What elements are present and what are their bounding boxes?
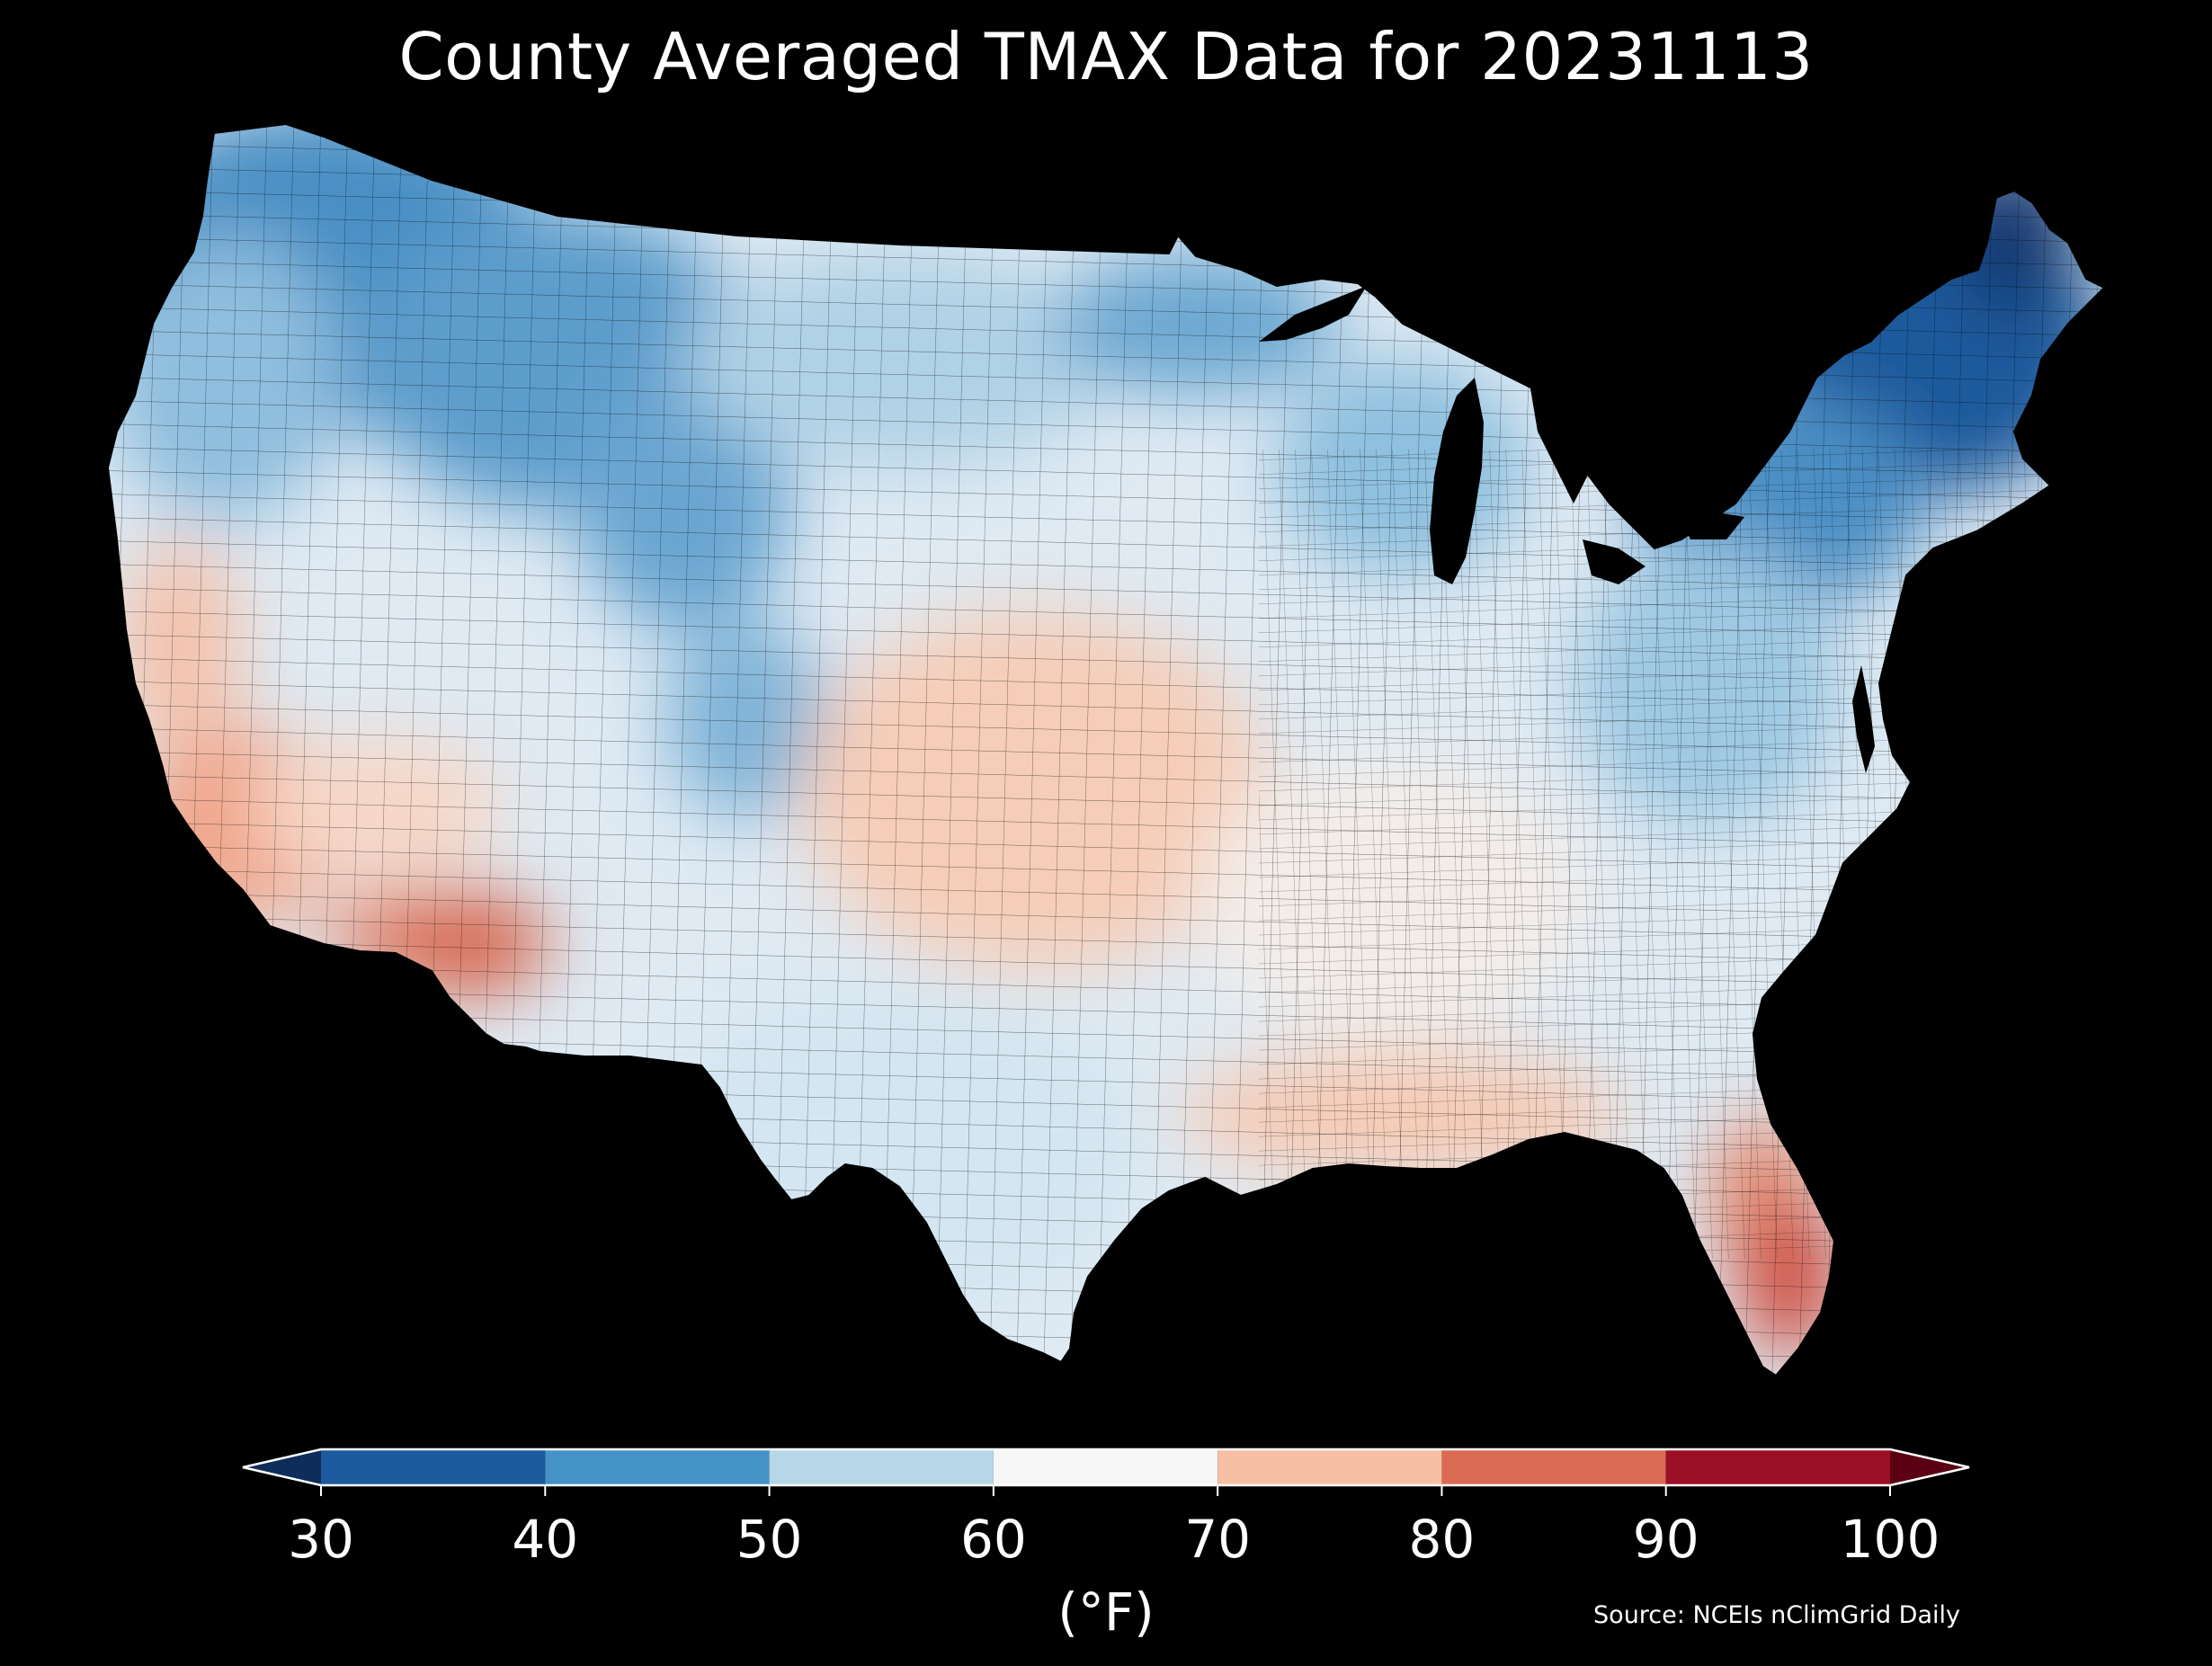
source-note: Source: NCEIs nClimGrid Daily bbox=[1593, 1601, 1960, 1629]
colorbar-bin-0 bbox=[321, 1449, 546, 1485]
colorbar-bin-5 bbox=[1441, 1449, 1666, 1485]
colorbar-units-label: (°F) bbox=[1057, 1581, 1155, 1643]
colorbar-tick-label: 70 bbox=[1184, 1509, 1252, 1570]
us-outline bbox=[106, 122, 2106, 1377]
colorbar-tick-label: 60 bbox=[959, 1509, 1027, 1570]
colorbar-tick-label: 90 bbox=[1632, 1509, 1699, 1570]
colorbar-bin-1 bbox=[545, 1449, 770, 1485]
page-title: County Averaged TMAX Data for 20231113 bbox=[398, 19, 1814, 94]
colorbar-tick-label: 100 bbox=[1840, 1509, 1940, 1570]
colorbar-tick-label: 50 bbox=[736, 1509, 803, 1570]
colorbar-bin-2 bbox=[769, 1449, 994, 1485]
colorbar-extend-high bbox=[1890, 1449, 1969, 1485]
colorbar-tick-label: 40 bbox=[512, 1509, 579, 1570]
colorbar-tick-label: 30 bbox=[288, 1509, 354, 1570]
colorbar-extend-low bbox=[243, 1449, 321, 1485]
colorbar-bin-6 bbox=[1665, 1449, 1890, 1485]
great-lakes bbox=[1259, 286, 1875, 773]
colorbar-tick-label: 80 bbox=[1408, 1509, 1476, 1570]
colorbar-bin-4 bbox=[1217, 1449, 1442, 1485]
colorbar-bin-3 bbox=[993, 1449, 1218, 1485]
